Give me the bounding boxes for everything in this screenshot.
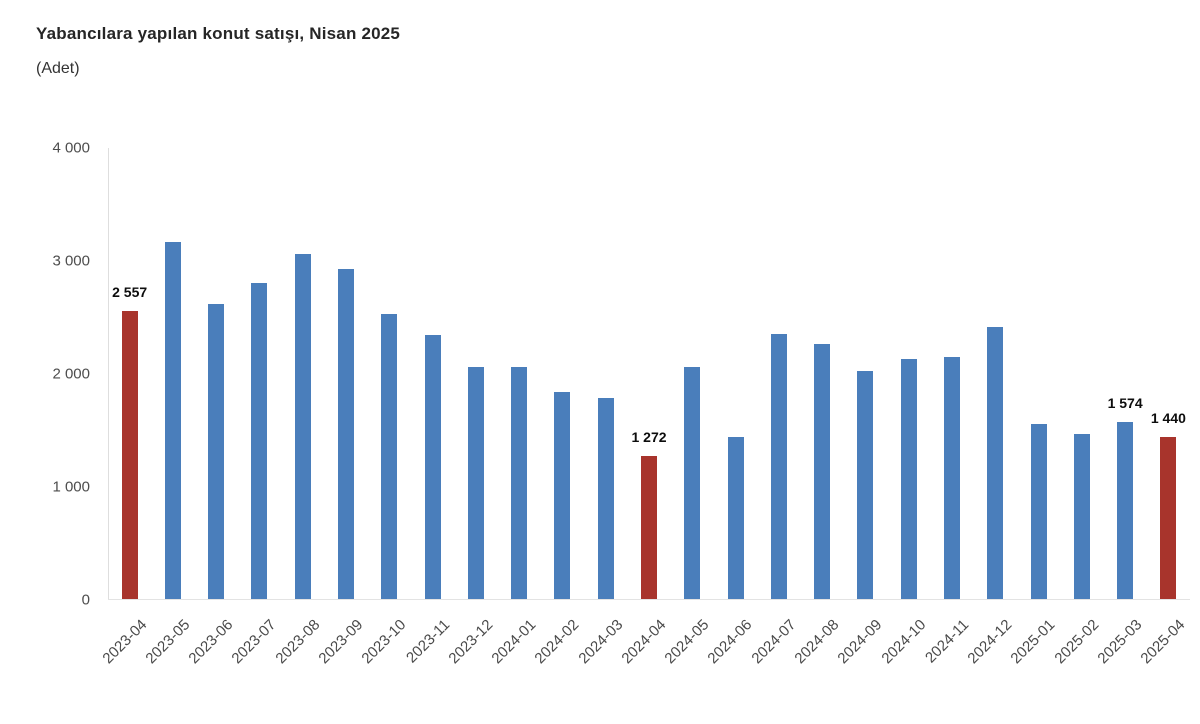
bar-slot-2023-12 — [454, 148, 497, 599]
bar-2024-05 — [684, 367, 701, 599]
x-tick-label-2024-06: 2024-06 — [704, 616, 756, 668]
bar-slot-2023-05 — [151, 148, 194, 599]
bar-2024-06 — [727, 436, 744, 599]
x-tick-label-2023-10: 2023-10 — [358, 616, 410, 668]
bar-2023-10 — [381, 313, 398, 599]
bar-slot-2024-05 — [671, 148, 714, 599]
x-tick-label-2024-01: 2024-01 — [488, 616, 540, 668]
bar-slot-2023-07 — [238, 148, 281, 599]
x-tick-label-2024-05: 2024-05 — [661, 616, 713, 668]
x-tick-label-2023-12: 2023-12 — [445, 616, 497, 668]
bar-2024-04 — [641, 455, 658, 599]
plot-area: 2 557 1 272 1 574 1 440 — [108, 148, 1190, 599]
bar-2025-04 — [1160, 436, 1177, 599]
bar-2023-07 — [251, 283, 268, 599]
x-tick-label-2024-11: 2024-11 — [922, 616, 973, 667]
bar-slot-2024-09 — [844, 148, 887, 599]
bar-slot-2023-08 — [281, 148, 324, 599]
x-tick-label-2023-06: 2023-06 — [185, 616, 237, 668]
bar-slot-2025-01 — [1017, 148, 1060, 599]
bar-slot-2023-11 — [411, 148, 454, 599]
bar-2025-01 — [1030, 424, 1047, 599]
bar-2024-03 — [597, 398, 614, 599]
x-tick-label-2023-09: 2023-09 — [315, 616, 367, 668]
bar-2025-03 — [1117, 421, 1134, 599]
bar-2023-11 — [424, 335, 441, 599]
chart-unit-label: (Adet) — [36, 60, 80, 77]
page-title: Yabancılara yapılan konut satışı, Nisan … — [36, 24, 401, 43]
x-tick-label-2024-02: 2024-02 — [531, 616, 583, 668]
bar-2023-09 — [338, 268, 355, 599]
bar-slot-2024-04: 1 272 — [627, 148, 670, 599]
bar-slot-2024-11 — [930, 148, 973, 599]
bar-2024-07 — [770, 334, 787, 599]
bar-2024-08 — [814, 343, 831, 599]
bar-value-label-2023-04: 2 557 — [112, 283, 148, 300]
y-tick-label-1000: 1 000 — [52, 478, 90, 496]
y-tick-label-4000: 4 000 — [52, 139, 90, 157]
x-tick-label-2025-04: 2025-04 — [1137, 616, 1189, 668]
bar-2024-09 — [857, 370, 874, 599]
bar-slot-2024-07 — [757, 148, 800, 599]
bar-slot-2023-10 — [368, 148, 411, 599]
bar-value-label-2024-04: 1 272 — [631, 428, 667, 445]
bar-value-label-2025-03: 1 574 — [1107, 394, 1143, 411]
bar-slot-2024-03 — [584, 148, 627, 599]
x-tick-label-2025-03: 2025-03 — [1094, 616, 1146, 668]
x-tick-label-2024-03: 2024-03 — [575, 616, 627, 668]
x-axis-line — [108, 599, 1190, 600]
x-tick-label-2024-09: 2024-09 — [834, 616, 886, 668]
x-tick-label-2023-11: 2023-11 — [402, 616, 453, 667]
x-tick-label-2024-08: 2024-08 — [791, 616, 843, 668]
bar-slot-2023-06 — [195, 148, 238, 599]
x-tick-label-2024-04: 2024-04 — [618, 616, 670, 668]
x-tick-label-2023-04: 2023-04 — [98, 616, 150, 668]
x-tick-label-2025-01: 2025-01 — [1007, 616, 1059, 668]
bar-slot-2023-09 — [324, 148, 367, 599]
bar-slot-2025-04: 1 440 — [1147, 148, 1190, 599]
bar-slot-2024-10 — [887, 148, 930, 599]
bar-2023-05 — [164, 242, 181, 599]
x-tick-label-2024-07: 2024-07 — [748, 616, 800, 668]
bar-2023-06 — [208, 303, 225, 599]
x-tick-label-2023-07: 2023-07 — [228, 616, 280, 668]
bar-2024-12 — [987, 326, 1004, 599]
bar-slot-2024-06 — [714, 148, 757, 599]
bar-slot-2024-08 — [801, 148, 844, 599]
bar-value-label-2025-04: 1 440 — [1150, 409, 1186, 426]
bar-2024-02 — [554, 391, 571, 599]
y-tick-label-2000: 2 000 — [52, 365, 90, 383]
x-tick-label-2023-05: 2023-05 — [142, 616, 194, 668]
x-tick-label-2023-08: 2023-08 — [272, 616, 324, 668]
bar-slot-2024-02 — [541, 148, 584, 599]
x-tick-label-2024-12: 2024-12 — [964, 616, 1016, 668]
bar-slot-2024-01 — [498, 148, 541, 599]
y-tick-label-0: 0 — [81, 591, 90, 609]
bar-2024-11 — [943, 356, 960, 599]
bar-slot-2025-02 — [1060, 148, 1103, 599]
bar-2024-10 — [900, 359, 917, 599]
bar-slot-2025-03: 1 574 — [1103, 148, 1146, 599]
y-axis: 0 1 000 2 000 3 000 4 000 — [0, 140, 90, 609]
y-axis-line — [108, 148, 109, 600]
x-tick-label-2025-02: 2025-02 — [1051, 616, 1103, 668]
bar-2023-04 — [121, 310, 138, 599]
bar-2025-02 — [1073, 434, 1090, 599]
x-tick-label-2024-10: 2024-10 — [878, 616, 929, 668]
bar-slot-2024-12 — [974, 148, 1017, 599]
bar-2024-01 — [511, 366, 528, 599]
y-tick-label-3000: 3 000 — [52, 252, 90, 270]
bar-slot-2023-04: 2 557 — [108, 148, 151, 599]
bar-2023-12 — [467, 366, 484, 599]
x-axis: 2023-04 2023-05 2023-06 2023-07 2023-08 2023-… — [99, 600, 1190, 720]
bar-2023-08 — [294, 254, 311, 599]
